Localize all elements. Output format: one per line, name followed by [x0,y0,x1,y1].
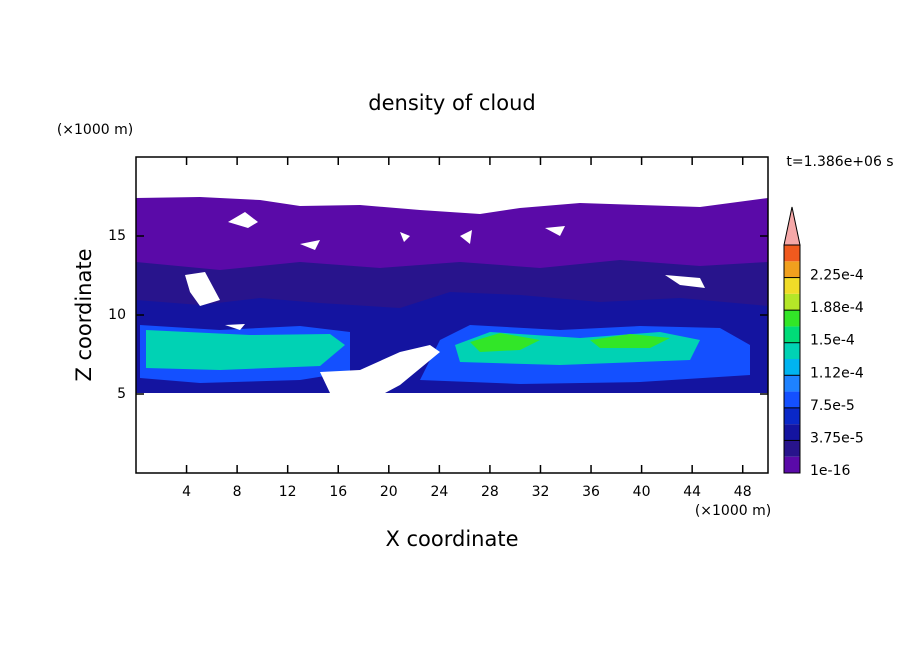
y-tick-label: 5 [117,386,126,402]
x-tick-label: 44 [683,484,701,500]
colorbar-swatch [784,245,800,262]
y-tick-label: 10 [108,307,126,323]
x-tick-label: 28 [481,484,499,500]
x-tick-label: 16 [329,484,347,500]
colorbar-swatch [784,277,800,294]
colorbar-label: 3.75e-5 [810,430,864,446]
colorbar-swatch [784,293,800,311]
colorbar-swatch [784,342,800,359]
chart-title: density of cloud [368,91,535,115]
y-axis-label: Z coordinate [72,248,96,381]
x-tick-label: 48 [734,484,752,500]
colorbar-label: 1.5e-4 [810,333,855,349]
x-tick-label: 36 [582,484,600,500]
x-unit: (×1000 m) [695,503,771,519]
colorbar-swatch [784,359,800,376]
colorbar-label: 2.25e-4 [810,268,864,284]
x-tick-label: 20 [380,484,398,500]
annotation: t=1.386e+06 s [786,154,893,170]
colorbar-extend [783,206,801,246]
field-region [146,330,345,370]
colorbar-swatch [784,261,800,278]
colorbar-label: 1e-16 [810,463,850,479]
y-tick-label: 15 [108,228,126,244]
y-unit: (×1000 m) [57,122,133,138]
field-region [470,333,670,352]
colorbar-label: 1.12e-4 [810,365,864,381]
colorbar-swatch [784,326,800,343]
colorbar-swatch [784,440,800,457]
colorbar-swatch [784,391,800,408]
field-region [185,212,705,330]
colorbar-swatch [784,375,800,392]
contour-field [136,197,768,393]
colorbar-swatch [784,310,800,327]
colorbar-label: 7.5e-5 [810,398,855,414]
x-tick-label: 4 [182,484,191,500]
colorbar-label: 1.88e-4 [810,300,864,316]
x-axis-label: X coordinate [385,527,518,551]
colorbar-swatch [784,424,800,441]
colorbar-swatch [784,456,800,473]
x-tick-label: 12 [279,484,297,500]
x-tick-label: 40 [633,484,651,500]
field-region [320,345,440,393]
x-tick-label: 24 [430,484,448,500]
x-tick-label: 8 [233,484,242,500]
x-tick-label: 32 [532,484,550,500]
colorbar-swatch [784,407,800,425]
